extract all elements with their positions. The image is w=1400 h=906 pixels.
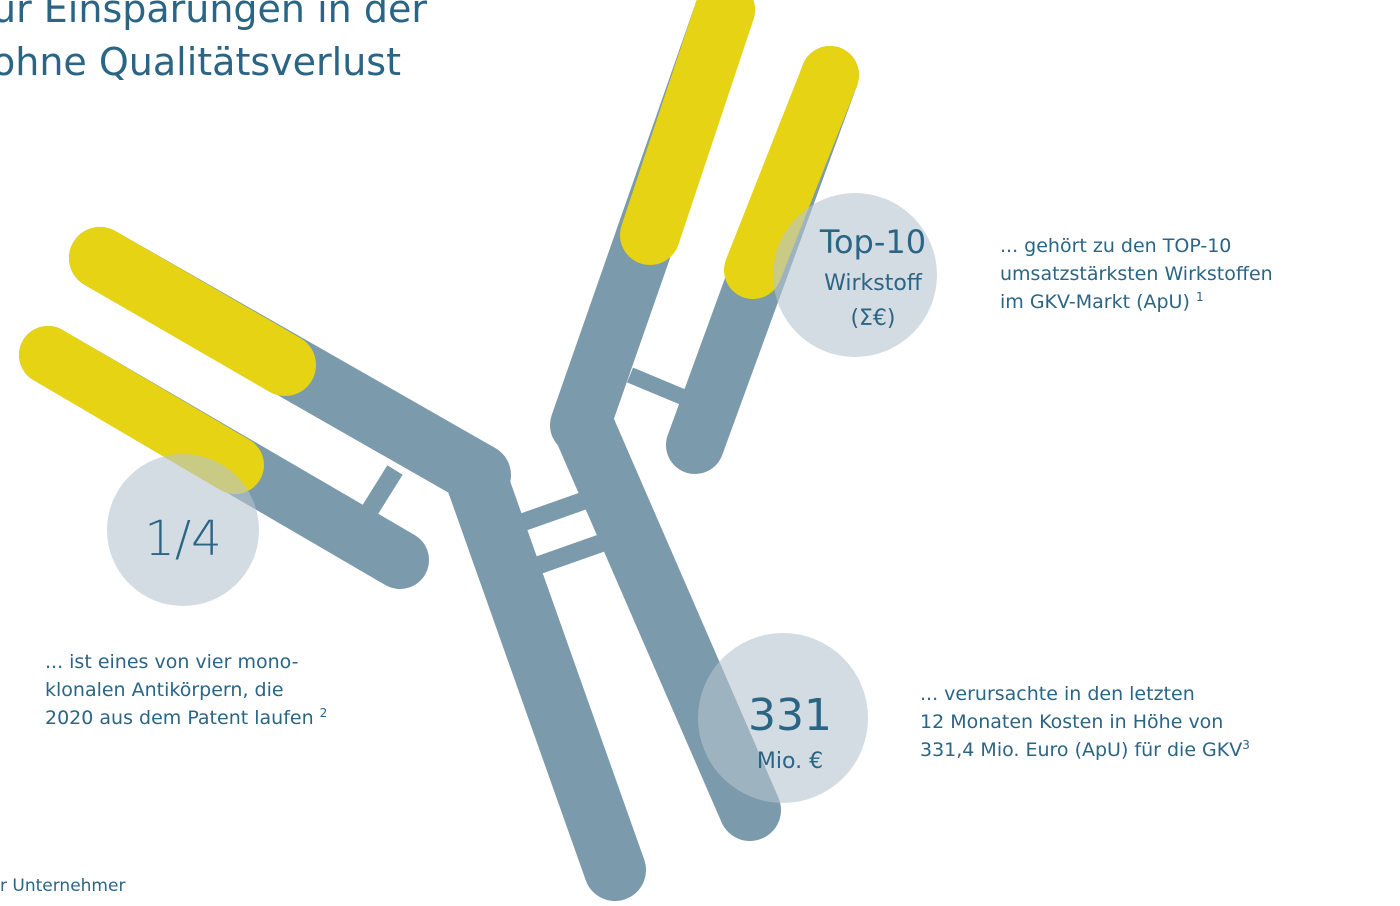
callout-number: 331 bbox=[748, 690, 832, 741]
callout-text: 331,4 Mio. Euro (ApU) für die GKV3 bbox=[920, 738, 1250, 761]
callout-text: im GKV-Markt (ApU) 1 bbox=[1000, 290, 1204, 313]
callout-unit: Wirkstoff bbox=[824, 271, 923, 296]
callout-number: Top-10 bbox=[819, 223, 926, 261]
infographic: ur Einsparungen in der ohne Qualitätsver… bbox=[0, 0, 1400, 906]
footnote: 1 bbox=[1196, 290, 1204, 304]
callout-unit: Mio. € bbox=[757, 749, 823, 774]
callout-text: 12 Monaten Kosten in Höhe von bbox=[920, 711, 1223, 733]
page: ur Einsparungen in der ohne Qualitätsver… bbox=[0, 0, 1400, 906]
callout-text: ... ist eines von vier mono- bbox=[45, 651, 299, 673]
title-line: ur Einsparungen in der bbox=[0, 0, 427, 31]
callout-unit: (Σ€) bbox=[850, 306, 895, 331]
text: 331,4 Mio. Euro (ApU) für die GKV bbox=[920, 739, 1242, 761]
footer: r Unternehmer bbox=[0, 876, 125, 896]
callout-number: 1/4 bbox=[144, 511, 221, 567]
text: 2020 aus dem Patent laufen bbox=[45, 707, 314, 729]
title-line: ohne Qualitätsverlust bbox=[0, 40, 401, 84]
footnote: 2 bbox=[320, 706, 328, 720]
callout-text: klonalen Antikörpern, die bbox=[45, 679, 284, 701]
footnote: 3 bbox=[1242, 738, 1250, 752]
callout-text: ... gehört zu den TOP-10 bbox=[1000, 235, 1231, 257]
text: im GKV-Markt (ApU) bbox=[1000, 291, 1190, 313]
callout-text: umsatzstärksten Wirkstoffen bbox=[1000, 263, 1273, 285]
callout-text: 2020 aus dem Patent laufen 2 bbox=[45, 706, 327, 729]
callout-text: ... verursachte in den letzten bbox=[920, 683, 1195, 705]
